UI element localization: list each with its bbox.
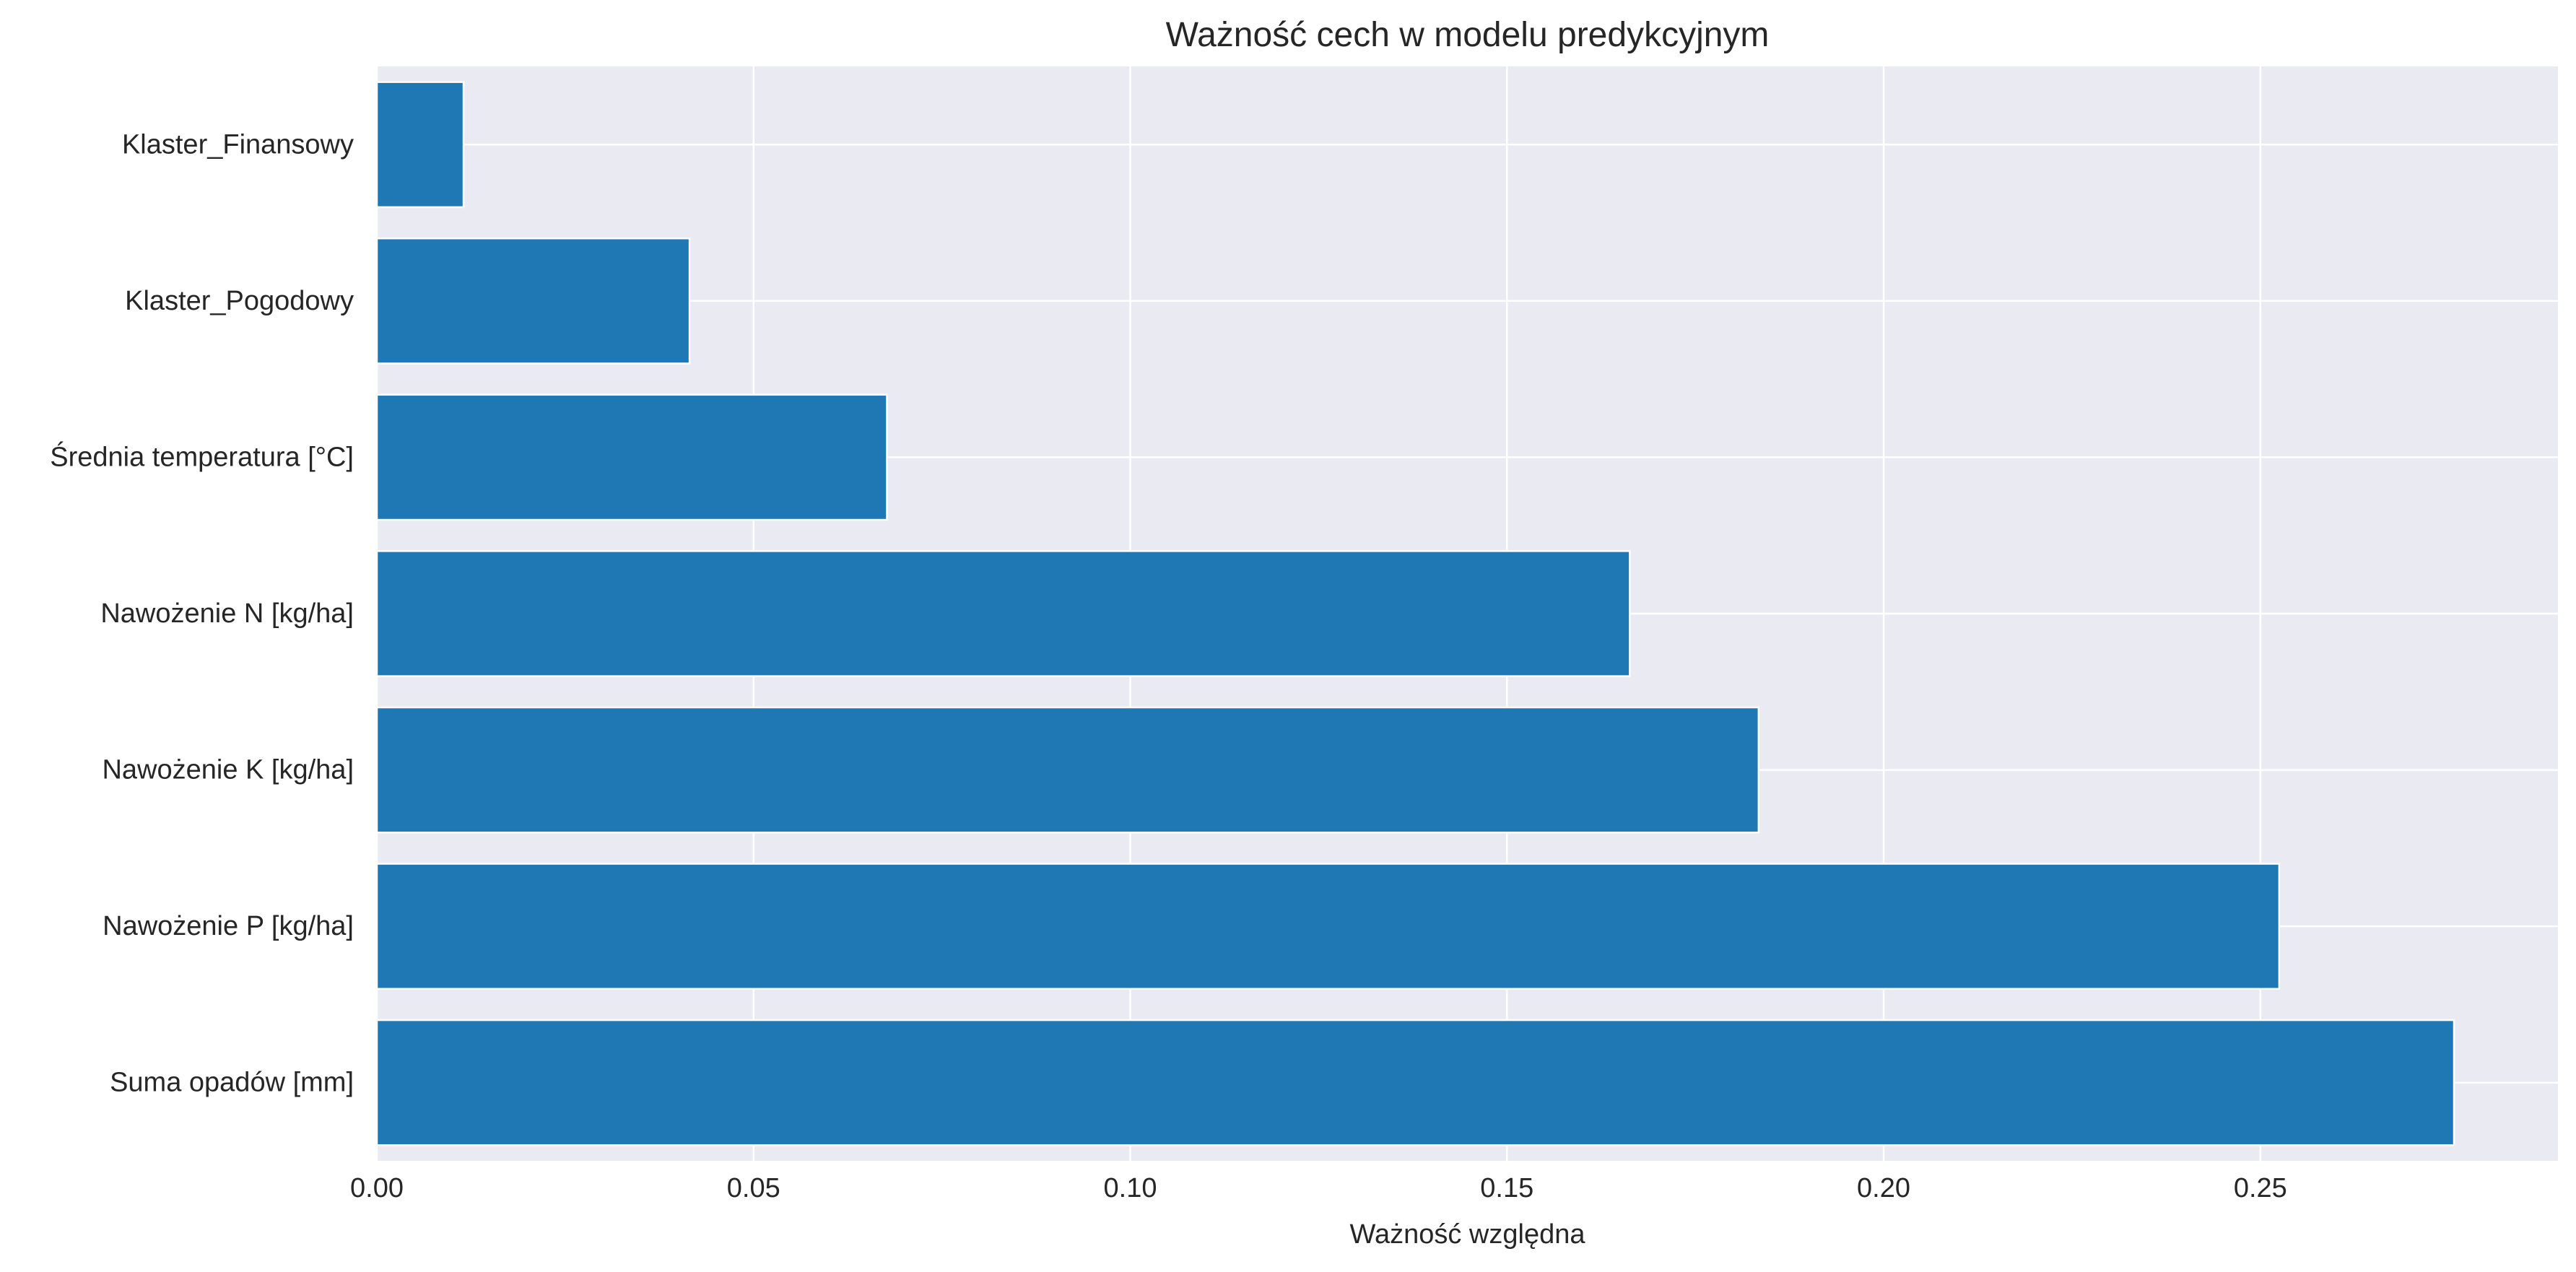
y-tick-label: Klaster_Finansowy xyxy=(122,129,354,160)
y-tick-label: Nawożenie K [kg/ha] xyxy=(102,755,354,785)
y-tick-labels: Klaster_Finansowy Klaster_Pogodowy Średnia… xyxy=(50,129,354,1097)
x-axis-label: Ważność względna xyxy=(1350,1219,1586,1250)
y-tick-label: Średnia temperatura [°C] xyxy=(50,440,354,472)
x-tick-label: 0.10 xyxy=(1104,1173,1157,1203)
y-tick-label: Nawożenie N [kg/ha] xyxy=(100,598,354,629)
y-tick-label: Klaster_Pogodowy xyxy=(125,286,354,316)
y-tick-label: Nawożenie P [kg/ha] xyxy=(103,911,354,941)
bar xyxy=(375,237,691,365)
x-tick-label: 0.15 xyxy=(1480,1173,1533,1203)
bars xyxy=(375,81,2455,1146)
bar xyxy=(375,706,1760,834)
x-tick-label: 0.20 xyxy=(1857,1173,1910,1203)
x-tick-labels: 0.00 0.05 0.10 0.15 0.20 0.25 xyxy=(350,1173,2287,1203)
y-tick-label: Suma opadów [mm] xyxy=(110,1068,354,1098)
bar xyxy=(375,550,1631,677)
chart-title: Ważność cech w modelu predykcyjnym xyxy=(1166,16,1770,54)
bar xyxy=(375,863,2281,990)
bar xyxy=(375,393,888,521)
x-tick-label: 0.05 xyxy=(727,1173,780,1203)
bar xyxy=(375,81,465,209)
x-tick-label: 0.25 xyxy=(2234,1173,2287,1203)
bar xyxy=(375,1019,2455,1146)
x-tick-label: 0.00 xyxy=(350,1173,404,1203)
